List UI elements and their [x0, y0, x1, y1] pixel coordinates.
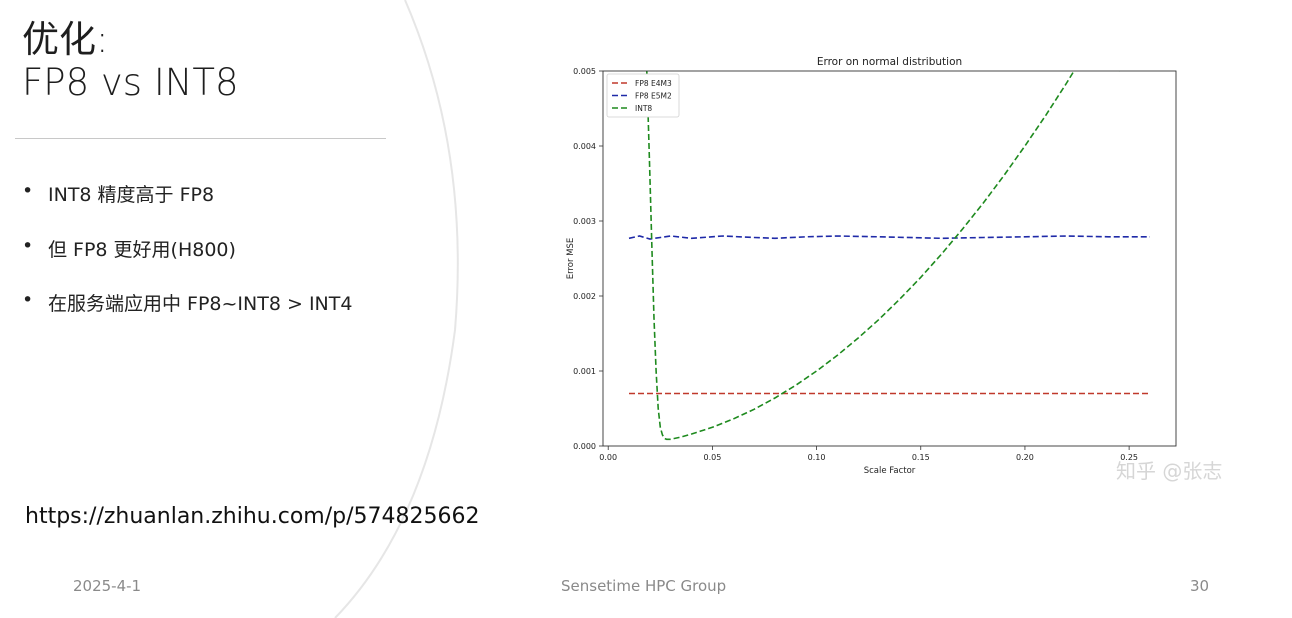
- legend-label: FP8 E4M3: [635, 79, 672, 88]
- bullet-dot-icon: •: [22, 289, 34, 311]
- legend-label: FP8 E5M2: [635, 92, 672, 101]
- bullet-text: INT8 精度高于 FP8: [48, 184, 215, 206]
- bullet-list: • INT8 精度高于 FP8 • 但 FP8 更好用(H800) • 在服务端应用中…: [22, 180, 352, 344]
- x-tick-label: 0.20: [1016, 453, 1034, 462]
- slide-title-line1: 优化:: [22, 18, 109, 61]
- series-group: [628, 71, 1150, 441]
- y-axis-label: Error MSE: [566, 238, 576, 280]
- y-tick-label: 0.001: [573, 367, 596, 376]
- slide-title-line2: FP8 vs INT8: [22, 61, 239, 104]
- title-divider: [15, 138, 386, 139]
- series-line-int8: [646, 71, 1120, 441]
- y-tick-label: 0.000: [573, 442, 596, 451]
- x-tick-label: 0.05: [703, 453, 721, 462]
- x-tick-label: 0.25: [1120, 453, 1138, 462]
- y-tick-label: 0.003: [573, 217, 596, 226]
- background-arc: [334, 0, 459, 618]
- bullet-text: 但 FP8 更好用(H800): [48, 238, 236, 261]
- footer-date: 2025-4-1: [73, 577, 142, 595]
- plot-frame: [602, 70, 1177, 447]
- bullet-item: • 在服务端应用中 FP8~INT8 > INT4: [22, 289, 352, 344]
- y-tick-label: 0.002: [573, 292, 596, 301]
- series-line-fp8-e5m2: [628, 235, 1150, 240]
- chart-title: Error on normal distribution: [817, 56, 962, 68]
- x-tick-label: 0.00: [599, 453, 617, 462]
- x-tick-label: 0.10: [808, 453, 826, 462]
- bullet-item: • 但 FP8 更好用(H800): [22, 235, 352, 290]
- y-tick-label: 0.004: [573, 142, 596, 151]
- x-axis-label: Scale Factor: [864, 466, 916, 476]
- footer-group-name: Sensetime HPC Group: [561, 577, 727, 595]
- error-chart: Error on normal distribution 0.00 0.05 0.10…: [566, 56, 1177, 476]
- x-tick-label: 0.15: [912, 453, 930, 462]
- bullet-dot-icon: •: [22, 180, 34, 202]
- bullet-dot-icon: •: [22, 234, 34, 257]
- source-link[interactable]: https://zhuanlan.zhihu.com/p/574825662: [25, 504, 480, 529]
- y-tick-label: 0.005: [573, 67, 596, 76]
- legend-label: INT8: [635, 104, 652, 113]
- bullet-item: • INT8 精度高于 FP8: [22, 180, 352, 235]
- chart-legend: FP8 E4M3 FP8 E5M2 INT8: [606, 73, 680, 118]
- legend-box: [606, 73, 680, 118]
- zhihu-watermark: 知乎 @张志: [1116, 459, 1223, 483]
- slide-title: 优化: FP8 vs INT8: [22, 18, 239, 104]
- bullet-text: 在服务端应用中 FP8~INT8 > INT4: [48, 293, 353, 315]
- page-number: 30: [1190, 577, 1210, 595]
